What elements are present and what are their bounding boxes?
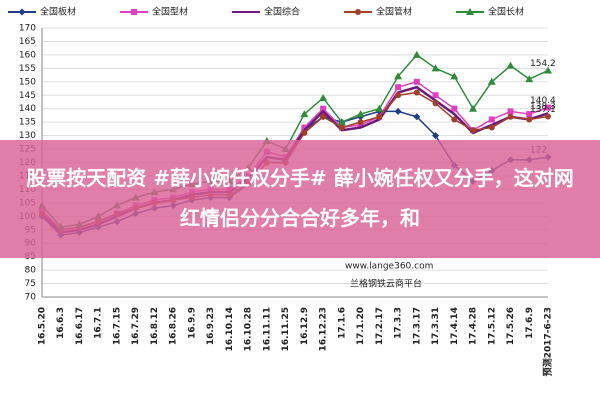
marker	[320, 113, 327, 120]
x-tick-label: 16.9.9	[187, 307, 197, 339]
y-tick-label: 155	[19, 64, 36, 74]
watermark: 兰格钢铁云商平台	[350, 278, 422, 290]
marker	[319, 93, 328, 101]
data-label: 138.3	[530, 102, 556, 112]
x-tick-label: 17.3.17	[412, 307, 422, 345]
marker	[432, 92, 439, 99]
marker	[413, 113, 421, 121]
x-tick-label: 16.11.25	[281, 307, 291, 351]
y-tick-label: 145	[19, 91, 36, 101]
marker	[394, 107, 402, 115]
marker	[488, 116, 495, 123]
marker	[432, 100, 439, 107]
marker	[337, 118, 346, 126]
marker	[507, 113, 514, 120]
marker	[432, 132, 440, 140]
legend-label: 全国板材	[40, 6, 76, 18]
marker	[506, 61, 515, 69]
marker	[545, 104, 551, 111]
marker	[355, 9, 361, 15]
x-tick-label: 16.7.29	[131, 307, 141, 345]
marker	[357, 119, 364, 126]
x-tick-label: 16.12.23	[319, 307, 329, 351]
marker	[488, 124, 495, 131]
x-tick-label: 16.6.17	[75, 307, 85, 345]
x-tick-label: 17.1.6	[337, 307, 347, 339]
marker	[376, 113, 383, 120]
y-tick-label: 150	[19, 77, 36, 87]
legend-label: 全国长材	[488, 6, 524, 18]
y-tick-label: 165	[19, 37, 36, 47]
watermark: www.lange360.com	[345, 262, 433, 272]
legend-label: 全国管材	[376, 6, 412, 18]
x-tick-label: 17.3.3	[394, 307, 404, 339]
legend-label: 全国型材	[152, 6, 188, 18]
x-tick-label: 17.2.17	[375, 307, 385, 345]
marker	[338, 124, 345, 131]
marker	[301, 129, 308, 136]
x-tick-label: 17.5.26	[506, 307, 516, 345]
marker	[375, 104, 384, 112]
marker	[470, 127, 477, 134]
marker	[18, 8, 26, 16]
x-tick-label: 16.9.23	[206, 307, 216, 345]
marker	[300, 110, 309, 118]
marker	[450, 72, 459, 80]
marker	[412, 50, 421, 58]
ad-banner[interactable]: 股票按天配资 #薛小婉任权分手# 薛小婉任权又分手，这对网红情侣分分合合好多年，…	[0, 140, 600, 258]
marker	[526, 111, 533, 118]
marker	[413, 89, 420, 96]
marker	[395, 92, 402, 99]
marker	[451, 105, 458, 112]
marker	[451, 116, 458, 123]
marker	[301, 124, 308, 131]
y-tick-label: 140	[19, 104, 36, 114]
marker	[507, 108, 514, 115]
x-tick-label: 16.7.1	[94, 307, 104, 339]
x-tick-label: 16.7.15	[112, 307, 122, 345]
legend-label: 全国综合	[264, 6, 300, 18]
x-tick-label: 预测2017-6-23	[542, 307, 554, 376]
x-tick-label: 17.1.20	[356, 307, 366, 345]
marker	[487, 77, 496, 85]
marker	[356, 110, 365, 118]
x-tick-label: 16.11.11	[262, 307, 272, 351]
marker	[431, 64, 440, 72]
y-tick-label: 80	[25, 266, 37, 276]
x-tick-label: 17.4.28	[469, 307, 479, 345]
marker	[395, 84, 402, 91]
marker	[469, 104, 478, 112]
y-tick-label: 160	[19, 50, 36, 60]
marker	[466, 8, 474, 15]
marker	[320, 105, 327, 112]
marker	[413, 78, 420, 85]
marker	[131, 9, 137, 15]
data-label: 154.2	[530, 59, 556, 69]
x-tick-label: 17.4.14	[450, 307, 460, 345]
x-tick-label: 17.3.31	[431, 307, 441, 345]
marker	[526, 116, 533, 123]
marker	[545, 113, 551, 120]
marker	[394, 72, 403, 80]
x-tick-label: 16.12.9	[300, 307, 310, 345]
marker	[525, 75, 534, 83]
y-tick-label: 75	[25, 279, 36, 289]
x-tick-label: 16.10.14	[225, 307, 235, 351]
x-tick-label: 16.8.12	[150, 307, 160, 345]
data-label: 140.4	[530, 96, 556, 106]
y-tick-label: 70	[25, 293, 37, 303]
y-tick-label: 170	[19, 24, 36, 34]
y-tick-label: 135	[19, 118, 36, 128]
y-tick-label: 130	[19, 131, 36, 141]
marker	[544, 66, 552, 74]
x-tick-label: 17.6.9	[525, 307, 535, 339]
x-tick-label: 16.10.28	[244, 307, 254, 351]
data-label: 137.1	[530, 105, 556, 115]
x-tick-label: 17.5.12	[487, 307, 497, 345]
x-tick-label: 16.8.26	[169, 307, 179, 345]
x-tick-label: 16.6.3	[56, 307, 66, 339]
x-tick-label: 16.5.20	[38, 307, 48, 345]
